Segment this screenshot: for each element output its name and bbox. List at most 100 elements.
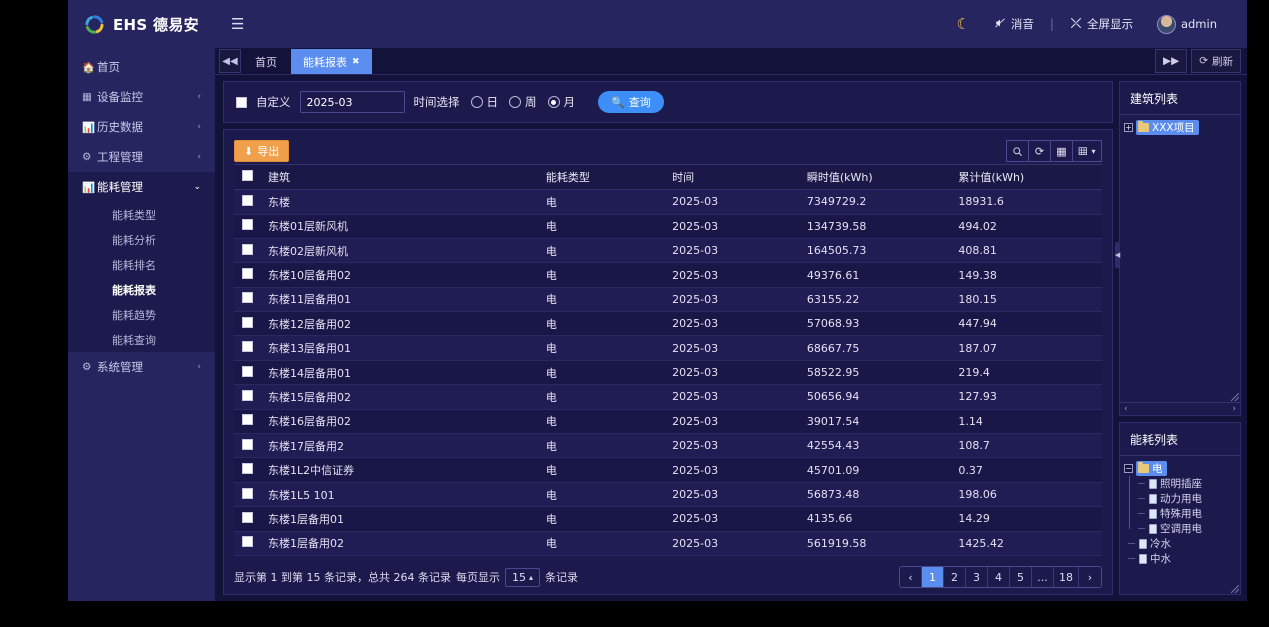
table-row[interactable]: 东楼11层备用01 电 2025-03 63155.22 180.15 [234, 287, 1102, 313]
table-row[interactable]: 东楼01层新风机电 2025-03 134739.58 494.02 [234, 214, 1102, 239]
page-button-5[interactable]: 5 [1010, 567, 1032, 587]
row-checkbox[interactable] [242, 219, 253, 231]
tree-node-中水[interactable]: 中水 [1124, 551, 1236, 566]
tree-node-特殊用电[interactable]: 特殊用电 [1138, 506, 1236, 521]
export-button[interactable]: ⬇ 导出 [234, 140, 290, 163]
mute-button[interactable]: 消音 [982, 16, 1046, 32]
radio-week[interactable]: 周 [509, 94, 537, 110]
table-row[interactable]: 东楼15层备用02 电 2025-03 50656.94 127.93 [234, 384, 1102, 410]
table-row[interactable]: 东楼1层备用02 电 2025-03 561919.58 1425.42 [234, 531, 1102, 557]
sidebar-item-system-management[interactable]: ⚙ 系统管理 ‹ [68, 352, 215, 382]
row-select-cell[interactable] [234, 482, 260, 508]
row-checkbox[interactable] [242, 292, 253, 304]
row-select-cell[interactable] [234, 238, 260, 264]
refresh-icon[interactable]: ⟳ [1028, 140, 1051, 163]
row-checkbox[interactable] [242, 511, 253, 523]
table-row[interactable]: 东楼1层备用01 电 2025-03 4135.66 14.29 [234, 506, 1102, 532]
row-checkbox[interactable] [242, 365, 253, 377]
row-select-cell[interactable] [234, 311, 260, 337]
close-circle-icon[interactable]: ✖ [352, 56, 360, 67]
sidebar-item-device-monitor[interactable]: ▦ 设备监控 ‹ [68, 82, 215, 112]
page-button-1[interactable]: 1 [922, 567, 944, 587]
row-checkbox[interactable] [242, 536, 253, 548]
table-row[interactable]: 东楼10层备用02 电 2025-03 49376.61 149.38 [234, 262, 1102, 288]
row-select-cell[interactable] [234, 457, 260, 483]
brand-logo[interactable]: EHS 德易安 [68, 0, 215, 48]
table-row[interactable]: 东楼02层新风机电 2025-03 164505.73 408.81 [234, 238, 1102, 264]
query-button[interactable]: 🔍 查询 [598, 91, 664, 113]
scroll-left-icon[interactable]: ‹ [1124, 404, 1128, 414]
row-checkbox[interactable] [242, 389, 253, 401]
date-input[interactable] [299, 91, 405, 113]
table-row[interactable]: 东楼17层备用2 电 2025-03 42554.43 108.7 [234, 433, 1102, 459]
row-checkbox[interactable] [242, 316, 253, 328]
minus-square-icon[interactable]: − [1124, 464, 1133, 473]
panel-resize-grip[interactable] [1231, 393, 1239, 401]
page-button-3[interactable]: 3 [966, 567, 988, 587]
search-icon[interactable] [1006, 140, 1029, 163]
radio-month[interactable]: 月 [547, 94, 575, 110]
custom-range-checkbox[interactable] [236, 96, 247, 108]
row-select-cell[interactable] [234, 189, 260, 215]
toggle-view-icon[interactable]: ▦ [1050, 140, 1073, 163]
theme-toggle-button[interactable]: ☾ [944, 16, 981, 32]
hamburger-icon[interactable]: ☰ [231, 14, 245, 33]
page-button-18[interactable]: 18 [1054, 567, 1079, 587]
page-ellipsis[interactable]: ... [1032, 567, 1054, 587]
table-row[interactable]: 东楼16层备用02 电 2025-03 39017.54 1.14 [234, 409, 1102, 435]
row-select-cell[interactable] [234, 409, 260, 435]
page-button-2[interactable]: 2 [944, 567, 966, 587]
sidebar-subitem-energy-query[interactable]: 能耗查询 [68, 327, 215, 352]
columns-icon[interactable]: ▾ [1072, 140, 1102, 163]
row-checkbox[interactable] [242, 438, 253, 450]
sidebar-item-energy-management[interactable]: 📊 能耗管理 ⌄ [68, 172, 215, 202]
row-checkbox[interactable] [242, 487, 253, 499]
sidebar-subitem-energy-trend[interactable]: 能耗趋势 [68, 302, 215, 327]
tree-node-动力用电[interactable]: 动力用电 [1138, 491, 1236, 506]
sidebar-subitem-energy-ranking[interactable]: 能耗排名 [68, 252, 215, 277]
tree-node-electricity[interactable]: − 电 [1124, 461, 1236, 476]
table-row[interactable]: 东楼1L2中信证券电 2025-03 45701.09 0.37 [234, 457, 1102, 483]
tree-node-project[interactable]: + XXX项目 [1124, 120, 1236, 135]
column-header-time[interactable]: 时间 [664, 164, 799, 191]
sidebar-subitem-energy-type[interactable]: 能耗类型 [68, 202, 215, 227]
row-select-cell[interactable] [234, 214, 260, 239]
building-horizontal-scrollbar[interactable]: ‹ › [1120, 402, 1240, 415]
select-all-checkbox[interactable] [242, 170, 253, 182]
row-select-cell[interactable] [234, 335, 260, 361]
sidebar-item-project-management[interactable]: ⚙ 工程管理 ‹ [68, 142, 215, 172]
row-select-cell[interactable] [234, 433, 260, 459]
page-button-4[interactable]: 4 [988, 567, 1010, 587]
refresh-page-button[interactable]: ⟳ 刷新 [1191, 49, 1241, 73]
tree-node-空调用电[interactable]: 空调用电 [1138, 521, 1236, 536]
table-row[interactable]: 东楼电 2025-03 7349729.2 18931.6 [234, 189, 1102, 215]
tree-node-selected[interactable]: 电 [1136, 461, 1167, 476]
row-select-cell[interactable] [234, 360, 260, 386]
table-row[interactable]: 东楼13层备用01 电 2025-03 68667.75 187.07 [234, 335, 1102, 361]
tree-node-冷水[interactable]: 冷水 [1124, 536, 1236, 551]
page-prev-button[interactable]: ‹ [900, 567, 922, 587]
sidebar-subitem-energy-report[interactable]: 能耗报表 [68, 277, 215, 302]
table-row[interactable]: 东楼12层备用02 电 2025-03 57068.93 447.94 [234, 311, 1102, 337]
tree-node-selected[interactable]: XXX项目 [1136, 120, 1199, 135]
radio-day-circle[interactable] [470, 96, 483, 108]
sidebar-subitem-energy-analysis[interactable]: 能耗分析 [68, 227, 215, 252]
row-select-cell[interactable] [234, 506, 260, 532]
panel-collapse-handle[interactable]: ◀ [1115, 241, 1120, 268]
column-header-instant-value[interactable]: 瞬时值(kWh) [798, 164, 951, 191]
table-row[interactable]: 东楼14层备用01 电 2025-03 58522.95 219.4 [234, 360, 1102, 386]
row-select-cell[interactable] [234, 287, 260, 313]
row-checkbox[interactable] [242, 194, 253, 206]
user-menu[interactable]: admin [1145, 14, 1229, 34]
column-header-energy-type[interactable]: 能耗类型 [537, 164, 665, 191]
double-chevron-right-icon[interactable]: ▶▶ [1155, 49, 1188, 73]
plus-square-icon[interactable]: + [1124, 123, 1133, 132]
panel-resize-grip[interactable] [1231, 585, 1239, 593]
column-header-total-value[interactable]: 累计值(kWh) [950, 164, 1102, 191]
radio-week-circle[interactable] [509, 96, 521, 108]
column-header-building[interactable]: 建筑 [260, 164, 538, 191]
tab-home[interactable]: 首页 [243, 49, 289, 74]
row-checkbox[interactable] [242, 341, 253, 353]
double-chevron-left-icon[interactable]: ◀◀ [219, 49, 241, 73]
scroll-right-icon[interactable]: › [1232, 404, 1236, 414]
